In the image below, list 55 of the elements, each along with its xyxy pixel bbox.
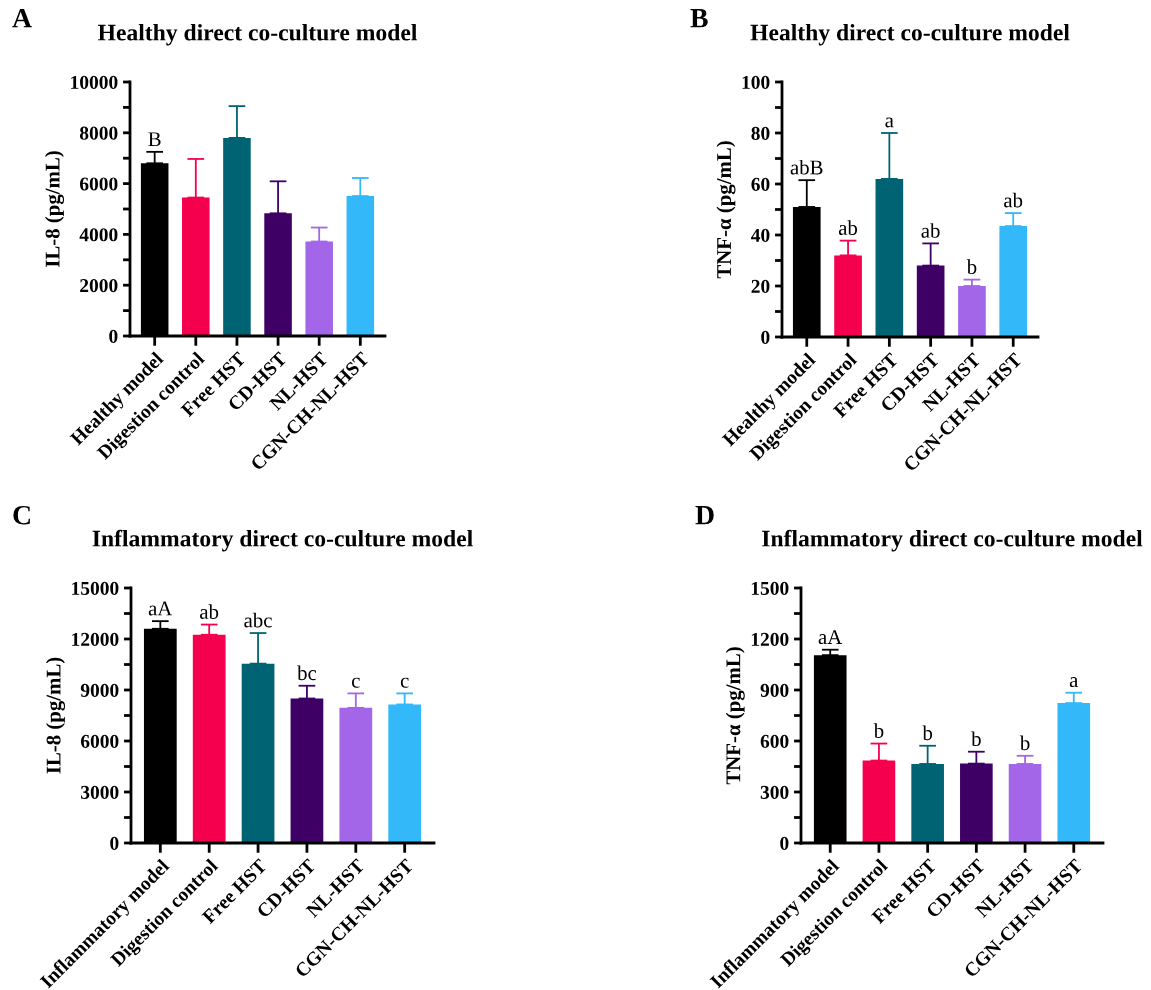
annotation: c	[351, 677, 360, 688]
y-tick-label: 300	[760, 785, 789, 799]
chart-title: Healthy direct co-culture model	[98, 23, 417, 46]
text: B	[690, 9, 708, 28]
y-axis-title: TNF-α (pg/mL)	[716, 141, 736, 279]
y-tick-label: 0	[110, 836, 119, 850]
annotation: aA	[148, 601, 173, 616]
annotation: abc	[244, 612, 272, 628]
text: C	[13, 505, 30, 525]
annotation: b	[922, 725, 933, 741]
text: D	[695, 506, 714, 525]
y-tick-label: 60	[751, 177, 770, 191]
annotation: b	[971, 731, 981, 747]
y-axis-title: TNF-α (pg/mL)	[725, 647, 745, 785]
y-tick-label: 0	[761, 330, 770, 344]
chart-title: Inflammatory direct co-culture model	[762, 529, 1143, 552]
annotation: a	[1069, 677, 1079, 688]
annotation: aA	[818, 630, 843, 645]
y-tick-label: 20	[751, 279, 770, 293]
y-tick-label: 1500	[751, 581, 789, 595]
y-tick-label: 100	[742, 75, 770, 89]
y-tick-label: 40	[751, 228, 770, 242]
annotation: ab	[921, 223, 940, 238]
y-tick-label: 6000	[80, 734, 119, 748]
y-tick-label: 9000	[80, 683, 119, 697]
y-tick-label: 600	[760, 734, 789, 748]
chart-title: Inflammatory direct co-culture model	[92, 529, 473, 552]
annotation: b	[1019, 735, 1030, 751]
annotation: bc	[297, 665, 317, 681]
y-tick-label: 8000	[79, 126, 118, 140]
y-tick-label: 900	[760, 683, 789, 697]
chart-title: Healthy direct co-culture model	[750, 23, 1070, 46]
y-tick-label: 15000	[72, 581, 119, 595]
annotation: b	[873, 723, 884, 738]
y-tick-label: 1200	[751, 632, 789, 646]
annotation: ab	[838, 220, 858, 235]
y-tick-label: 12000	[72, 632, 119, 646]
annotation: ab	[200, 604, 219, 619]
y-axis-title: IL-8 (pg/mL)	[44, 151, 65, 268]
annotation: ab	[1004, 192, 1023, 208]
y-axis-title: IL-8 (pg/mL)	[45, 657, 66, 774]
annotation: c	[400, 677, 409, 688]
annotation: b	[966, 259, 977, 274]
annotation: a	[885, 117, 894, 128]
y-tick-label: 0	[109, 329, 118, 343]
y-tick-label: 3000	[81, 785, 119, 799]
y-tick-label: 6000	[79, 177, 118, 191]
y-tick-label: 2000	[80, 279, 118, 293]
y-tick-label: 0	[780, 836, 789, 850]
y-tick-label: 10000	[71, 75, 118, 89]
y-tick-label: 80	[751, 126, 770, 140]
annotation: abB	[790, 159, 823, 175]
text: A	[12, 8, 32, 28]
y-tick-label: 4000	[79, 228, 118, 242]
annotation: B	[148, 132, 161, 147]
